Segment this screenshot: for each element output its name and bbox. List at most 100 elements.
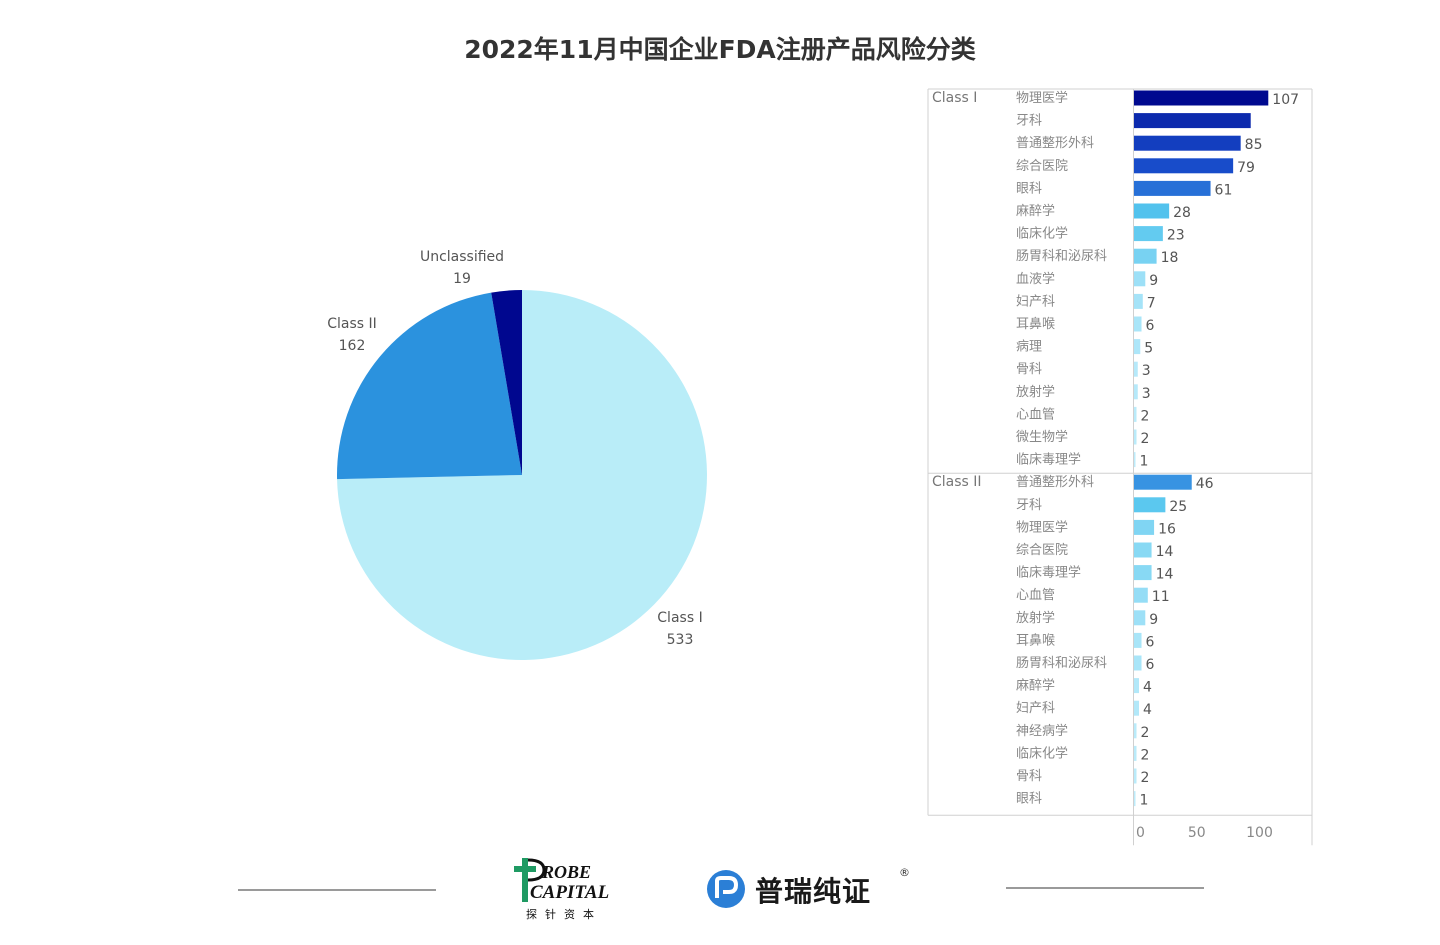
bar-value-label: 79: [1237, 160, 1255, 176]
bar-value-label: 5: [1144, 341, 1153, 357]
bar: [1134, 271, 1146, 287]
bar-group-label: Class I: [932, 90, 977, 106]
pie-label-unclassified: Unclassified: [420, 249, 504, 265]
bar: [1134, 203, 1170, 219]
pie-label-class-i: Class I: [657, 610, 702, 626]
bar-category-label: 妇产科: [1016, 293, 1055, 309]
bar: [1134, 406, 1137, 422]
bar: [1134, 700, 1140, 716]
prui-logo: 普瑞纯证 ®: [705, 866, 920, 912]
bar-category-label: 综合医院: [1016, 543, 1068, 558]
bar-value-label: 2: [1141, 431, 1150, 447]
bar-category-label: 微生物学: [1016, 429, 1068, 445]
bar-value-label: 1: [1140, 793, 1149, 809]
pie-value-unclassified: 19: [453, 271, 471, 287]
bar: [1134, 678, 1140, 694]
bar: [1134, 632, 1142, 648]
bar-value-label: 11: [1152, 589, 1170, 605]
bar: [1134, 768, 1137, 784]
bar-value-label: 25: [1169, 499, 1187, 515]
bar-value-label: 16: [1158, 521, 1176, 537]
bar-value-label: 46: [1196, 476, 1214, 492]
bar: [1134, 248, 1157, 264]
probe-logo-line1: ROBE: [542, 862, 592, 882]
bar-value-label: 6: [1146, 657, 1155, 673]
bar: [1134, 542, 1152, 558]
bar-category-label: 血液学: [1016, 271, 1055, 287]
bar-category-label: 物理医学: [1016, 90, 1068, 106]
bar-x-tick-label: 50: [1188, 825, 1206, 841]
bar-category-label: 物理医学: [1016, 519, 1068, 535]
bar: [1134, 723, 1137, 739]
bar: [1134, 791, 1136, 807]
bar-x-tick-label: 0: [1136, 825, 1145, 841]
bar-category-label: 麻醉学: [1016, 678, 1055, 694]
bar-category-label: 病理: [1016, 340, 1042, 355]
prui-emblem: [707, 870, 745, 908]
bar: [1134, 519, 1155, 535]
bar-category-label: 妇产科: [1016, 700, 1055, 716]
bar: [1134, 384, 1138, 400]
bar: [1134, 135, 1241, 151]
bar-value-label: 2: [1141, 725, 1150, 741]
pie-slice-class-i: [337, 290, 707, 660]
bar-category-label: 耳鼻喉: [1016, 316, 1055, 332]
bar-value-label: 2: [1141, 770, 1150, 786]
bar-value-label: 3: [1142, 363, 1151, 379]
bar: [1134, 587, 1148, 603]
bar-category-label: 普通整形外科: [1016, 475, 1094, 490]
bar: [1134, 361, 1138, 377]
pie-value-class-i: 533: [667, 632, 694, 648]
bar-category-label: 心血管: [1016, 407, 1055, 422]
bar-value-label: 6: [1146, 318, 1155, 334]
footer-divider-left: [238, 889, 436, 891]
bar-x-tick-label: 100: [1246, 825, 1273, 841]
probe-capital-emblem: [514, 858, 546, 902]
bar-category-label: 心血管: [1016, 588, 1055, 603]
pie-label-class-ii: Class II: [327, 316, 377, 332]
bar-category-label: 普通整形外科: [1016, 136, 1094, 151]
bar: [1134, 474, 1192, 490]
bar: [1134, 745, 1137, 761]
bar-value-label: 61: [1215, 182, 1233, 198]
bar-category-label: 临床毒理学: [1016, 565, 1081, 581]
bar: [1134, 655, 1142, 671]
bar-value-label: 2: [1141, 408, 1150, 424]
bar-value-label: 28: [1173, 205, 1191, 221]
bar-value-label: 23: [1167, 228, 1185, 244]
pie-slice-class-ii: [337, 292, 522, 480]
bar-group-label: Class II: [932, 474, 982, 490]
prui-logo-reg: ®: [899, 866, 910, 879]
probe-capital-logo: ROBE CAPITAL 探针资本: [512, 856, 624, 922]
bar-value-label: 107: [1272, 92, 1299, 108]
bar-category-label: 眼科: [1016, 792, 1042, 807]
bar: [1134, 497, 1166, 513]
bar-category-label: 骨科: [1016, 769, 1042, 784]
bar-category-label: 放射学: [1016, 384, 1055, 400]
bar: [1134, 226, 1163, 242]
bar-value-label: 3: [1142, 386, 1151, 402]
bar-value-label: 14: [1156, 567, 1174, 583]
bar-value-label: 4: [1143, 702, 1152, 718]
bar-category-label: 麻醉学: [1016, 203, 1055, 219]
bar-value-label: 2: [1141, 747, 1150, 763]
bar-category-label: 牙科: [1016, 498, 1042, 513]
bar: [1134, 565, 1152, 581]
bar-value-label: 4: [1143, 680, 1152, 696]
bar-category-label: 肠胃科和泌尿科: [1016, 249, 1107, 264]
bar-value-label: 1: [1140, 454, 1149, 470]
bar-category-label: 骨科: [1016, 362, 1042, 377]
bar: [1134, 90, 1269, 106]
bar: [1134, 452, 1136, 468]
bar-category-label: 放射学: [1016, 610, 1055, 626]
bar-value-label: 18: [1161, 250, 1179, 266]
bar-category-label: 眼科: [1016, 181, 1042, 196]
bar: [1134, 610, 1146, 626]
bar-value-label: 6: [1146, 634, 1155, 650]
bar: [1134, 339, 1141, 355]
probe-logo-line2: CAPITAL: [530, 882, 610, 903]
bar-value-label: 14: [1156, 544, 1174, 560]
bar: [1134, 316, 1142, 332]
bar-category-label: 临床化学: [1016, 745, 1068, 761]
